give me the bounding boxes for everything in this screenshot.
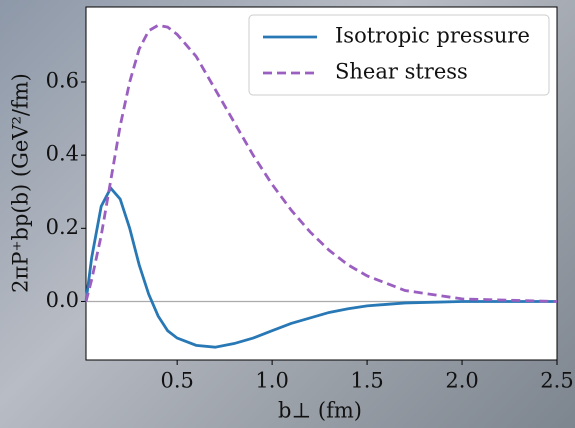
- legend-box: [248, 14, 550, 96]
- legend-label: Shear stress: [335, 60, 468, 84]
- x-tick-label: 2.0: [445, 369, 478, 393]
- x-tick-label: 1.0: [255, 369, 288, 393]
- x-tick-label: 1.5: [350, 369, 383, 393]
- y-axis-label: 2πP⁺bp(b) (GeV²/fm): [9, 73, 33, 293]
- y-tick-label: 0.0: [46, 288, 79, 312]
- series-line: [84, 23, 558, 303]
- legend-label: Isotropic pressure: [335, 24, 530, 48]
- x-tick-label: 0.5: [160, 369, 193, 393]
- y-tick-label: 0.2: [46, 215, 79, 239]
- x-axis-label: b⊥ (fm): [278, 399, 362, 423]
- series-line: [84, 185, 557, 349]
- y-tick-label: 0.4: [46, 142, 79, 166]
- x-tick-label: 2.5: [540, 369, 573, 393]
- y-tick-label: 0.6: [46, 68, 79, 92]
